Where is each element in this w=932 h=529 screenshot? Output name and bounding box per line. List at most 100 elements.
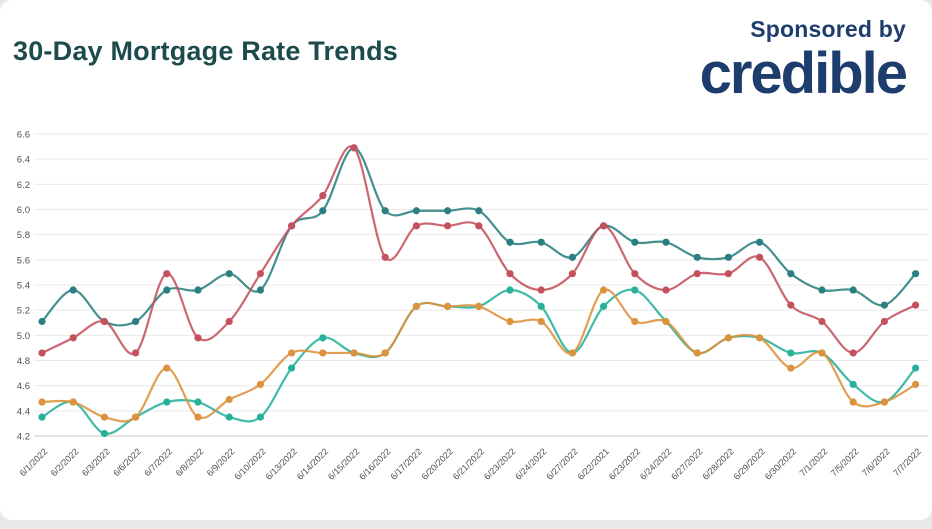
x-tick-label: 6/24/2022 — [638, 446, 673, 481]
y-tick-label: 5.8 — [17, 230, 30, 241]
x-tick-label: 6/30/2022 — [763, 446, 798, 481]
green-line-point — [225, 413, 233, 421]
teal-line-point — [849, 286, 857, 294]
y-tick-label: 6.2 — [17, 180, 30, 191]
teal-line-point — [724, 253, 733, 261]
red-line-point — [288, 222, 296, 230]
red-line-point — [631, 270, 639, 278]
orange-line-point — [38, 398, 46, 406]
y-tick-label: 4.6 — [17, 381, 30, 392]
y-tick-label: 6.6 — [17, 130, 30, 141]
red-line — [41, 145, 917, 356]
red-line-point — [100, 317, 108, 326]
x-tick-label: 6/1/2022 — [18, 446, 50, 478]
green-line-point — [849, 380, 857, 389]
teal-line-point — [880, 301, 889, 309]
teal-line-point — [444, 207, 452, 215]
x-tick-label: 6/20/2022 — [420, 446, 455, 481]
orange-line-point — [568, 349, 577, 357]
red-line-point — [912, 301, 920, 309]
orange-line-point — [662, 317, 670, 326]
credible-logo: credible — [699, 41, 908, 106]
red-line-point — [256, 270, 264, 278]
x-tick-label: 7/6/2022 — [860, 446, 892, 478]
red-line-point — [350, 144, 358, 152]
orange-line-point — [319, 349, 327, 357]
y-tick-label: 5.2 — [17, 306, 30, 317]
teal-line — [41, 146, 917, 327]
orange-line-point — [475, 302, 483, 310]
orange-line-point — [444, 302, 452, 310]
x-tick-label: 6/2/2022 — [49, 446, 81, 478]
orange-line-point — [132, 413, 140, 421]
orange-line-point — [912, 380, 920, 389]
teal-line-point — [132, 317, 140, 326]
x-tick-label: 6/10/2022 — [232, 446, 267, 481]
x-tick-label: 6/23/2022 — [482, 446, 517, 481]
teal-line-point — [537, 238, 545, 246]
green-line — [41, 288, 917, 435]
teal-line-point — [69, 286, 77, 294]
orange-line-point — [412, 302, 420, 310]
orange-line-point — [600, 286, 608, 294]
teal-line-point — [506, 238, 514, 246]
orange-line-point — [756, 334, 764, 342]
red-line-point — [600, 222, 608, 230]
green-line-point — [319, 334, 327, 342]
green-line-point — [38, 413, 46, 421]
x-tick-label: 6/28/2022 — [700, 446, 735, 481]
y-tick-label: 5.6 — [17, 255, 30, 266]
y-tick-label: 5.4 — [17, 281, 30, 292]
green-line-point — [600, 302, 608, 310]
page-title: 30-Day Mortgage Rate Trends — [13, 36, 399, 66]
teal-line-point — [662, 238, 670, 246]
orange-line-point — [818, 349, 826, 357]
x-tick-label: 6/6/2022 — [111, 446, 143, 478]
green-line-point — [194, 398, 202, 406]
red-line-point — [163, 270, 171, 278]
y-tick-label: 4.4 — [17, 406, 30, 417]
x-tick-label: 6/3/2022 — [80, 446, 112, 478]
y-tick-label: 5.0 — [17, 331, 30, 342]
orange-line-point — [724, 334, 733, 342]
red-line-point — [756, 253, 764, 261]
teal-line-point — [693, 253, 701, 261]
x-tick-label: 6/15/2022 — [326, 446, 361, 481]
green-line-point — [256, 413, 264, 421]
red-line-point — [475, 222, 483, 230]
teal-line-point — [631, 238, 639, 246]
red-line-point — [693, 270, 701, 278]
red-line-point — [194, 334, 202, 342]
teal-line-point — [381, 207, 389, 215]
orange-line-point — [350, 349, 358, 357]
teal-line-point — [787, 270, 795, 278]
teal-line-point — [38, 317, 46, 326]
orange-line-point — [256, 380, 264, 389]
teal-line-point — [412, 207, 420, 215]
orange-line-point — [880, 398, 889, 406]
x-tick-label: 6/23/2022 — [607, 446, 642, 481]
orange-line-point — [631, 317, 639, 326]
red-line-point — [787, 301, 795, 309]
teal-line-point — [225, 270, 233, 278]
orange-line-point — [787, 364, 795, 372]
orange-line-point — [100, 413, 108, 421]
x-tick-label: 6/9/2022 — [205, 446, 237, 478]
x-tick-label: 6/17/2022 — [388, 446, 423, 481]
x-tick-label: 7/1/2022 — [798, 446, 830, 478]
green-line-point — [288, 364, 296, 372]
red-line-point — [662, 286, 670, 294]
red-line-point — [319, 192, 327, 200]
x-tick-label: 7/5/2022 — [829, 446, 861, 478]
teal-line-point — [475, 207, 483, 215]
orange-line-point — [537, 317, 545, 326]
red-line-point — [880, 317, 889, 326]
x-tick-label: 7/7/2022 — [891, 446, 923, 478]
orange-line-point — [849, 398, 857, 406]
x-tick-label: 6/14/2022 — [295, 446, 330, 481]
y-tick-label: 6.0 — [17, 205, 30, 216]
red-line-point — [849, 349, 857, 357]
red-line-point — [132, 349, 140, 357]
